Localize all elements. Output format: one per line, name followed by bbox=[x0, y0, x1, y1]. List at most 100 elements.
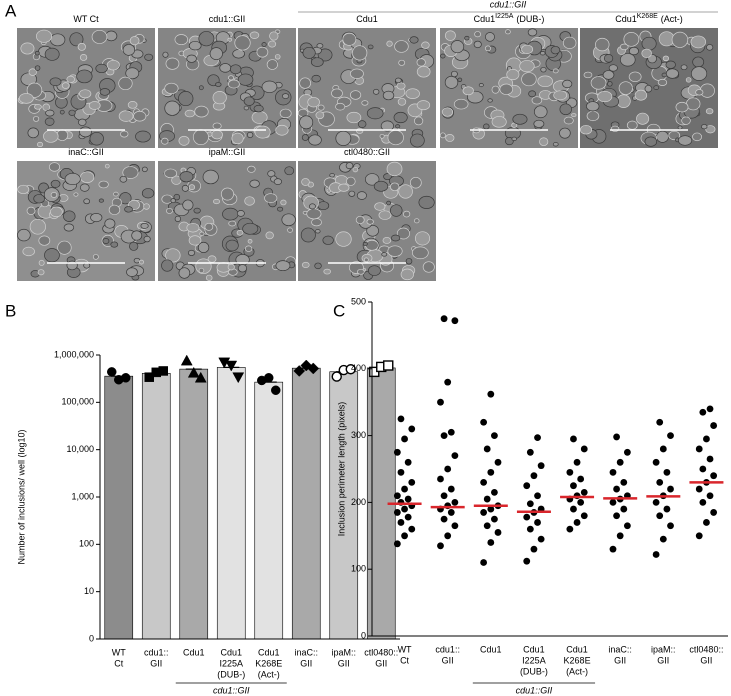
cell bbox=[68, 109, 76, 116]
cell bbox=[677, 125, 683, 130]
y-tick-label: 1,000,000 bbox=[54, 349, 94, 359]
cell bbox=[367, 44, 374, 50]
x-tick-label: Cdu1 bbox=[480, 644, 502, 654]
cell bbox=[50, 179, 61, 188]
cell bbox=[37, 269, 45, 276]
cell bbox=[161, 259, 174, 272]
x-tick-label: (DUB-) bbox=[217, 669, 245, 679]
cell bbox=[182, 199, 194, 211]
point bbox=[573, 458, 581, 466]
cell bbox=[387, 245, 403, 257]
point bbox=[652, 551, 660, 558]
cell bbox=[234, 35, 251, 51]
point bbox=[491, 488, 498, 496]
cell bbox=[528, 90, 537, 98]
cell bbox=[299, 115, 314, 130]
cell bbox=[317, 104, 325, 111]
cell bbox=[220, 187, 234, 201]
cell bbox=[34, 65, 41, 71]
cell bbox=[533, 105, 548, 119]
point bbox=[483, 522, 491, 530]
cell bbox=[178, 267, 191, 279]
cell bbox=[165, 248, 181, 263]
point bbox=[401, 435, 408, 443]
cell bbox=[48, 162, 60, 172]
cell bbox=[317, 201, 330, 211]
cell bbox=[202, 169, 219, 185]
cell bbox=[186, 54, 197, 63]
point bbox=[494, 529, 502, 536]
point bbox=[437, 475, 444, 483]
point bbox=[659, 535, 667, 543]
cell bbox=[505, 29, 511, 35]
point bbox=[566, 468, 574, 476]
cell bbox=[275, 124, 289, 136]
cell bbox=[521, 72, 537, 87]
cell bbox=[164, 100, 181, 116]
cell bbox=[641, 36, 657, 51]
point bbox=[225, 360, 238, 372]
cell bbox=[198, 85, 204, 91]
cell bbox=[309, 203, 316, 210]
point bbox=[491, 432, 498, 439]
cell bbox=[301, 134, 309, 141]
point bbox=[451, 317, 459, 325]
cell bbox=[445, 134, 455, 142]
cell bbox=[77, 42, 86, 51]
point bbox=[623, 522, 631, 530]
cell bbox=[205, 274, 213, 281]
cell bbox=[256, 46, 269, 58]
cell bbox=[244, 196, 255, 206]
cell bbox=[44, 47, 60, 61]
cell bbox=[511, 122, 518, 128]
panel-label: B bbox=[5, 301, 16, 320]
cell bbox=[439, 132, 446, 139]
point bbox=[620, 505, 628, 513]
cell bbox=[63, 210, 76, 222]
cell bbox=[98, 180, 109, 189]
x-tick-label: K268E bbox=[255, 658, 282, 668]
x-tick-label: Cdu1 bbox=[566, 644, 588, 654]
cell bbox=[457, 77, 463, 82]
point bbox=[393, 492, 401, 500]
cell bbox=[249, 31, 260, 39]
cell bbox=[323, 268, 331, 275]
cell bbox=[366, 107, 384, 120]
cell bbox=[69, 32, 84, 47]
x-tick-label: GII bbox=[657, 655, 669, 665]
label-note: (Act-) bbox=[661, 14, 683, 24]
x-tick-label: Cdu1 bbox=[523, 644, 545, 654]
point bbox=[451, 452, 459, 460]
cell bbox=[26, 206, 36, 216]
cell bbox=[34, 50, 40, 56]
x-tick-label: inaC:: bbox=[294, 647, 318, 657]
cell bbox=[105, 30, 118, 42]
cell bbox=[228, 220, 237, 227]
point bbox=[667, 485, 674, 493]
cell bbox=[350, 68, 364, 79]
cell bbox=[135, 130, 151, 143]
cell bbox=[264, 193, 278, 204]
cell bbox=[422, 261, 435, 273]
cell bbox=[450, 70, 458, 78]
cell bbox=[225, 239, 239, 252]
point bbox=[580, 488, 588, 496]
cell bbox=[603, 54, 614, 63]
cell bbox=[44, 117, 55, 126]
cell bbox=[474, 31, 481, 38]
point bbox=[331, 371, 342, 382]
point bbox=[703, 519, 710, 526]
point bbox=[652, 499, 660, 506]
point bbox=[480, 478, 488, 486]
cell bbox=[382, 90, 395, 101]
label-note: (DUB-) bbox=[516, 14, 544, 24]
cell bbox=[379, 133, 385, 139]
x-tick-label: cdu1:: bbox=[435, 644, 460, 654]
cell bbox=[141, 188, 155, 199]
cell bbox=[540, 51, 546, 56]
cell bbox=[122, 44, 136, 56]
cell bbox=[27, 127, 39, 139]
point bbox=[570, 435, 577, 443]
point bbox=[440, 315, 448, 323]
